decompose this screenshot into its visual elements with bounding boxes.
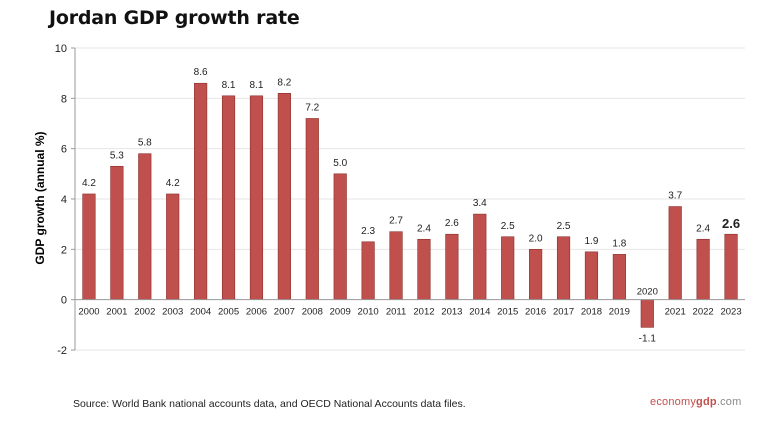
value-label-2012: 2.4 — [417, 223, 431, 234]
gridlines — [75, 47, 745, 351]
x-tick-label-2013: 2013 — [441, 307, 462, 318]
x-tick-label-2007: 2007 — [274, 307, 295, 318]
y-tick-label: 2 — [61, 244, 67, 256]
bar-2015 — [501, 236, 515, 300]
bar-2006 — [249, 95, 264, 300]
bar-2019 — [612, 254, 626, 300]
x-tick-label-2020: 2020 — [637, 287, 658, 298]
brand-logo: economygdp.com — [650, 396, 741, 408]
bar-2002 — [138, 153, 152, 300]
y-tick-label: 8 — [61, 93, 67, 105]
bar-2007 — [277, 93, 291, 300]
x-tick-label-2016: 2016 — [525, 307, 546, 318]
value-label-2017: 2.5 — [557, 221, 571, 232]
value-label-2022: 2.4 — [696, 223, 710, 234]
x-tick-label-2023: 2023 — [720, 307, 741, 318]
bar-2022 — [696, 238, 710, 300]
y-tick-label: 6 — [61, 144, 67, 156]
x-tick-label-2004: 2004 — [190, 307, 211, 318]
bar-2021 — [668, 206, 682, 300]
bar-2000 — [82, 193, 96, 300]
bar-2003 — [166, 193, 180, 300]
value-label-2006: 8.1 — [250, 80, 264, 91]
x-tick-label-2019: 2019 — [609, 307, 630, 318]
value-label-2010: 2.3 — [361, 226, 375, 237]
bar-2020 — [640, 299, 654, 328]
y-axis: -2 0 2 4 6 8 10 — [55, 43, 76, 357]
y-tick-label: 4 — [61, 194, 67, 206]
value-label-2008: 7.2 — [305, 102, 319, 113]
value-label-2001: 5.3 — [110, 150, 124, 161]
x-tick-label-2021: 2021 — [665, 307, 686, 318]
x-tick-label-2003: 2003 — [162, 307, 183, 318]
bars — [82, 82, 738, 328]
value-label-2018: 1.9 — [585, 236, 599, 247]
x-tick-label-2000: 2000 — [78, 307, 99, 318]
bar-2012 — [417, 238, 431, 300]
value-label-2021: 3.7 — [668, 191, 682, 202]
y-tick-label: 10 — [55, 43, 67, 55]
bar-2023 — [724, 233, 738, 300]
x-axis: 2000 2001 2002 2003 2004 2005 2006 2007 2008 2009… — [75, 287, 745, 318]
bar-2014 — [473, 213, 487, 300]
value-label-2020: -1.1 — [639, 333, 657, 344]
x-tick-label-2022: 2022 — [693, 307, 714, 318]
brand-part-3: .com — [716, 396, 742, 408]
y-axis-label: GDP growth (annual %) — [33, 131, 47, 264]
y-tick-label: -2 — [57, 345, 67, 357]
value-label-2002: 5.8 — [138, 138, 152, 149]
bar-2010 — [361, 241, 375, 300]
x-tick-label-2012: 2012 — [413, 307, 434, 318]
bar-2013 — [445, 233, 459, 300]
bar-2001 — [110, 165, 124, 300]
value-labels: 4.2 5.3 5.8 4.2 8.6 8.1 8.1 8.2 7.2 5.0 2.3 2.7 2.4 2… — [82, 67, 740, 344]
y-tick-label: 0 — [61, 295, 67, 307]
x-tick-label-2009: 2009 — [330, 307, 351, 318]
value-label-2013: 2.6 — [445, 218, 459, 229]
chart-title: Jordan GDP growth rate — [49, 7, 300, 29]
brand-part-1: economy — [650, 396, 697, 408]
bar-2004 — [194, 82, 208, 300]
x-tick-label-2002: 2002 — [134, 307, 155, 318]
brand-part-2: gdp — [696, 396, 717, 408]
x-tick-label-2010: 2010 — [358, 307, 379, 318]
x-tick-label-2017: 2017 — [553, 307, 574, 318]
value-label-2014: 3.4 — [473, 198, 487, 209]
value-label-2011: 2.7 — [389, 216, 403, 227]
x-tick-label-2005: 2005 — [218, 307, 239, 318]
value-label-2007: 8.2 — [277, 77, 291, 88]
value-label-2016: 2.0 — [529, 233, 543, 244]
x-tick-label-2008: 2008 — [302, 307, 323, 318]
bar-2016 — [529, 249, 543, 300]
x-tick-label-2006: 2006 — [246, 307, 267, 318]
bar-2018 — [584, 251, 599, 300]
value-label-2000: 4.2 — [82, 178, 96, 189]
bar-2011 — [389, 231, 403, 300]
value-label-2023: 2.6 — [722, 216, 740, 231]
bar-2017 — [556, 236, 571, 300]
value-label-2019: 1.8 — [612, 238, 626, 249]
bar-2008 — [305, 118, 319, 300]
bar-2005 — [221, 95, 236, 300]
x-tick-label-2018: 2018 — [581, 307, 602, 318]
value-label-2005: 8.1 — [222, 80, 236, 91]
value-label-2009: 5.0 — [333, 158, 347, 169]
bar-2009 — [333, 173, 347, 300]
x-tick-label-2011: 2011 — [386, 307, 406, 318]
x-tick-label-2015: 2015 — [497, 307, 518, 318]
x-tick-label-2014: 2014 — [469, 307, 490, 318]
value-label-2015: 2.5 — [501, 221, 515, 232]
x-tick-label-2001: 2001 — [106, 307, 127, 318]
value-label-2004: 8.6 — [194, 67, 208, 78]
source-note: Source: World Bank national accounts dat… — [73, 398, 466, 410]
value-label-2003: 4.2 — [166, 178, 180, 189]
